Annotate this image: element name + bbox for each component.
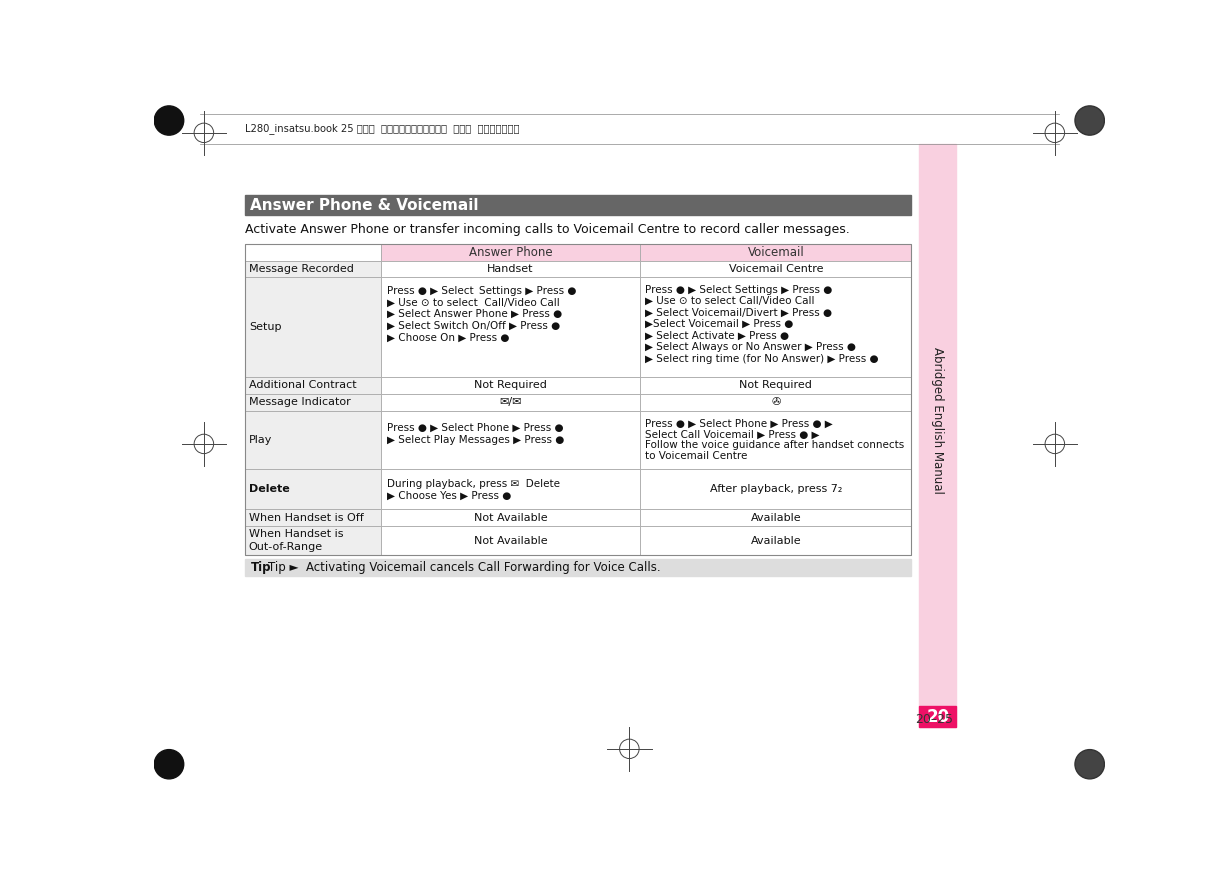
Text: Answer Phone: Answer Phone (469, 246, 553, 259)
Text: Not Required: Not Required (739, 380, 812, 391)
Bar (244, 509, 381, 526)
Bar (640, 394, 911, 411)
Bar (381, 377, 640, 394)
Bar (381, 244, 640, 261)
Bar (381, 261, 640, 277)
Bar (640, 509, 911, 526)
Text: During playback, press ✉  Delete: During playback, press ✉ Delete (387, 479, 560, 490)
Text: to Voicemail Centre: to Voicemail Centre (645, 451, 747, 461)
Text: 20: 20 (926, 708, 949, 725)
Text: Press ● ▶ Select Settings ▶ Press ●: Press ● ▶ Select Settings ▶ Press ● (645, 285, 833, 294)
Circle shape (1074, 106, 1104, 135)
Text: ▶ Select Play Messages ▶ Press ●: ▶ Select Play Messages ▶ Press ● (387, 434, 564, 445)
Text: ▶ Choose Yes ▶ Press ●: ▶ Choose Yes ▶ Press ● (387, 491, 511, 501)
Bar (640, 277, 911, 377)
Bar (640, 377, 911, 394)
Text: Message Indicator: Message Indicator (249, 398, 350, 407)
Bar (244, 195, 911, 215)
Text: Not Available: Not Available (474, 512, 548, 523)
Text: ▶ Select Voicemail/Divert ▶ Press ●: ▶ Select Voicemail/Divert ▶ Press ● (645, 307, 831, 318)
Text: ✉/✉: ✉/✉ (499, 398, 522, 407)
Text: Answer Phone & Voicemail: Answer Phone & Voicemail (251, 198, 479, 213)
Text: ▶ Use ⊙ to select Call/Video Call: ▶ Use ⊙ to select Call/Video Call (645, 296, 814, 306)
Text: When Handset is Off: When Handset is Off (249, 512, 363, 523)
Text: ▶ Select Always or No Answer ▶ Press ●: ▶ Select Always or No Answer ▶ Press ● (645, 343, 856, 352)
Text: ✇: ✇ (771, 398, 781, 407)
Text: Abridged English Manual: Abridged English Manual (931, 347, 944, 493)
Bar (920, 144, 957, 727)
Text: ▶ Use ⊙ to select  Call/Video Call: ▶ Use ⊙ to select Call/Video Call (387, 298, 560, 307)
Text: ▶ Select ring time (for No Answer) ▶ Press ●: ▶ Select ring time (for No Answer) ▶ Pre… (645, 354, 878, 364)
Text: Press ● ▶ Select Phone ▶ Press ● ▶: Press ● ▶ Select Phone ▶ Press ● ▶ (645, 419, 833, 428)
Bar (244, 244, 381, 261)
Text: L280_insatsu.book 25 ページ  ２００６年１２月２６日  火曜日  午後７時５１分: L280_insatsu.book 25 ページ ２００６年１２月２６日 火曜日… (244, 124, 519, 134)
Circle shape (155, 106, 184, 135)
Bar (381, 277, 640, 377)
Bar (381, 526, 640, 555)
Text: Additional Contract: Additional Contract (249, 380, 356, 391)
Text: ▶ Choose On ▶ Press ●: ▶ Choose On ▶ Press ● (387, 332, 510, 343)
Text: After playback, press 7₂: After playback, press 7₂ (710, 484, 842, 494)
Text: Tip ►  Activating Voicemail cancels Call Forwarding for Voice Calls.: Tip ► Activating Voicemail cancels Call … (268, 561, 661, 574)
Text: ▶ Select Activate ▶ Press ●: ▶ Select Activate ▶ Press ● (645, 331, 788, 341)
Bar (381, 509, 640, 526)
Bar (244, 261, 381, 277)
Text: Message Recorded: Message Recorded (249, 264, 354, 273)
Text: Available: Available (750, 535, 801, 546)
Bar (244, 469, 381, 509)
Bar (244, 277, 381, 377)
Bar (244, 377, 381, 394)
Text: Select Call Voicemail ▶ Press ● ▶: Select Call Voicemail ▶ Press ● ▶ (645, 429, 819, 439)
Bar (640, 469, 911, 509)
Text: Not Required: Not Required (474, 380, 546, 391)
Text: Out-of-Range: Out-of-Range (249, 542, 323, 553)
Text: ▶Select Voicemail ▶ Press ●: ▶Select Voicemail ▶ Press ● (645, 319, 793, 329)
Bar (920, 706, 957, 727)
Bar (244, 244, 911, 555)
Bar (640, 244, 911, 261)
Bar (244, 526, 381, 555)
Text: Follow the voice guidance after handset connects: Follow the voice guidance after handset … (645, 440, 904, 450)
Bar (381, 469, 640, 509)
Text: Voicemail: Voicemail (748, 246, 804, 259)
Text: Voicemail Centre: Voicemail Centre (728, 264, 823, 273)
Bar (381, 411, 640, 469)
Circle shape (1074, 750, 1104, 779)
Bar (244, 394, 381, 411)
Circle shape (155, 750, 184, 779)
Bar (381, 394, 640, 411)
Text: Delete: Delete (249, 484, 290, 494)
Bar (244, 559, 911, 576)
Bar (244, 411, 381, 469)
Text: When Handset is: When Handset is (249, 528, 344, 539)
Text: Activate Answer Phone or transfer incoming calls to Voicemail Centre to record c: Activate Answer Phone or transfer incomi… (244, 223, 850, 236)
Text: Play: Play (249, 434, 273, 445)
Text: 20–25: 20–25 (915, 713, 953, 726)
Text: Press ● ▶ Select  Settings ▶ Press ●: Press ● ▶ Select Settings ▶ Press ● (387, 286, 576, 296)
Bar (640, 261, 911, 277)
Text: Handset: Handset (488, 264, 534, 273)
Text: Available: Available (750, 512, 801, 523)
Bar (640, 411, 911, 469)
Bar (640, 526, 911, 555)
Text: Press ● ▶ Select Phone ▶ Press ●: Press ● ▶ Select Phone ▶ Press ● (387, 423, 564, 433)
Text: Not Available: Not Available (474, 535, 548, 546)
Text: Tip: Tip (252, 561, 271, 574)
Text: ▶ Select Answer Phone ▶ Press ●: ▶ Select Answer Phone ▶ Press ● (387, 309, 562, 319)
Text: Setup: Setup (249, 321, 281, 332)
Text: ▶ Select Switch On/Off ▶ Press ●: ▶ Select Switch On/Off ▶ Press ● (387, 321, 560, 331)
